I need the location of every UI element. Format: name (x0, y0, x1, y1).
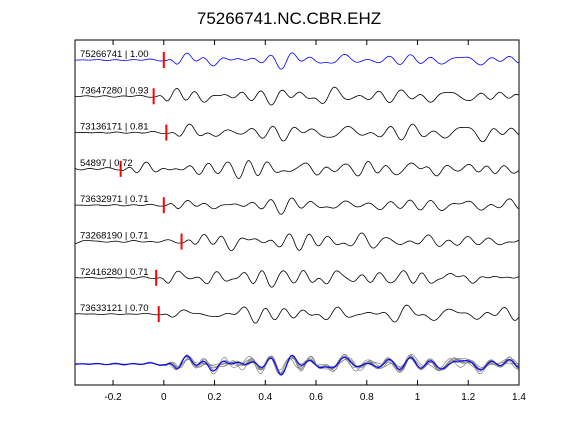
trace-line-72416280 (74, 269, 519, 288)
x-axis: -0.2 0 0.2 0.4 0.6 0.8 1 1.2 1.4 (104, 40, 526, 403)
trace-label-73647280: 73647280 | 0.93 (80, 85, 149, 96)
x-tick-label-2: 0.2 (208, 392, 222, 403)
trace-label-73632971: 73632971 | 0.71 (80, 194, 149, 205)
trace-label-54897: 54897 | 0.72 (80, 158, 133, 169)
x-tick-label-0: -0.2 (104, 392, 122, 403)
trace-label-73136171: 73136171 | 0.81 (80, 122, 149, 133)
trace-line-75266741 (74, 52, 519, 70)
x-tick-label-3: 0.4 (258, 392, 272, 403)
traces-layer: 75266741 | 1.00 73647280 | 0.93 73136171 |… (74, 49, 519, 324)
trace-line-73136171 (74, 123, 519, 143)
trace-label-73633121: 73633121 | 0.70 (80, 303, 149, 314)
trace-line-54897 (74, 160, 519, 179)
x-tick-label-5: 0.8 (360, 392, 374, 403)
trace-line-73647280 (74, 86, 519, 106)
trace-label-75266741: 75266741 | 1.00 (80, 49, 149, 60)
stack-trace-reference-75266741 (74, 354, 519, 376)
trace-label-72416280: 72416280 | 0.71 (80, 267, 149, 278)
x-tick-label-7: 1.2 (461, 392, 475, 403)
trace-line-73632971 (74, 197, 519, 215)
x-tick-label-6: 1 (415, 392, 421, 403)
x-tick-label-1: 0 (161, 392, 167, 403)
x-tick-label-4: 0.6 (309, 392, 323, 403)
trace-label-73268190: 73268190 | 0.71 (80, 231, 149, 242)
x-tick-label-8: 1.4 (512, 392, 526, 403)
trace-line-73633121 (74, 304, 519, 324)
stack-overlay (74, 353, 519, 376)
chart-title: 75266741.NC.CBR.EHZ (197, 9, 381, 28)
trace-line-73268190 (74, 232, 519, 252)
